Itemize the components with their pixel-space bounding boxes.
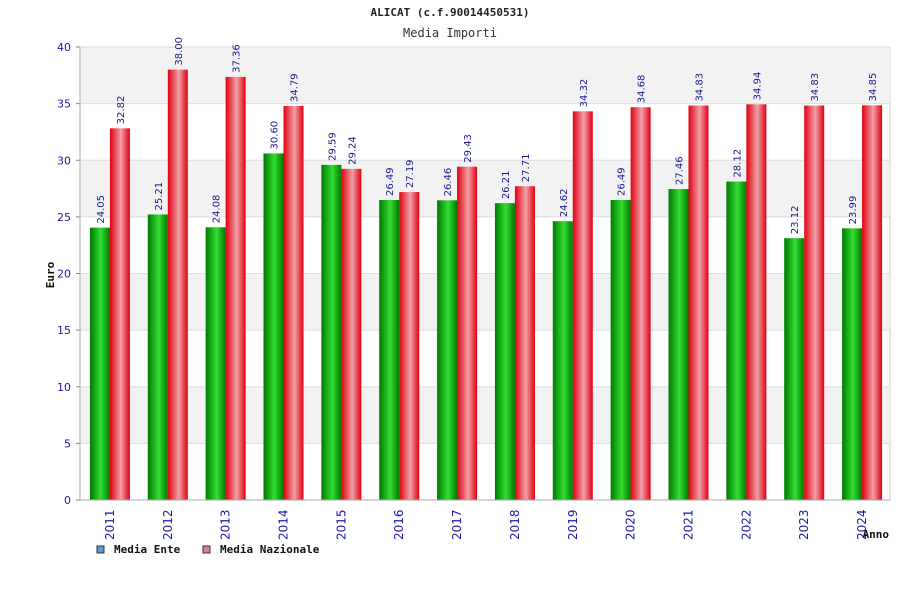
data-label: 34.79 — [290, 73, 301, 102]
bar-media-ente-2019 — [552, 221, 573, 500]
bar-media-ente-2013 — [205, 227, 226, 500]
bar-media-nazionale-2021 — [688, 105, 709, 501]
y-tick-label: 40 — [57, 41, 71, 54]
bar-media-nazionale-2020 — [630, 107, 651, 501]
bar-media-nazionale-2013 — [225, 76, 246, 500]
data-label: 23.12 — [790, 206, 801, 235]
data-label: 25.21 — [154, 182, 165, 211]
data-label: 23.99 — [848, 196, 859, 225]
x-tick-label: 2023 — [797, 509, 811, 540]
x-tick-label: 2016 — [392, 509, 406, 540]
x-tick-label: 2011 — [103, 509, 117, 540]
bar-media-ente-2022 — [726, 181, 747, 500]
data-label: 27.46 — [675, 156, 686, 185]
data-label: 29.24 — [347, 136, 358, 165]
data-label: 34.83 — [695, 73, 706, 102]
data-label: 26.49 — [617, 167, 628, 196]
data-label: 34.68 — [637, 75, 648, 104]
legend: Media Ente Media Nazionale — [96, 543, 320, 556]
bar-media-nazionale-2012 — [167, 69, 188, 501]
data-label: 29.43 — [463, 134, 474, 163]
bar-media-nazionale-2017 — [457, 166, 478, 500]
x-tick-label: 2013 — [219, 509, 233, 540]
x-axis: 2011 2012 2013 2014 2015 2016 2017 2018 2019 2020… — [80, 499, 890, 540]
bar-media-ente-2018 — [494, 203, 515, 500]
data-label: 34.94 — [752, 72, 763, 101]
bar-media-nazionale-2024 — [862, 105, 883, 500]
x-axis-label: Anno — [863, 528, 890, 541]
plot-band — [80, 386, 890, 444]
bar-media-nazionale-2023 — [804, 105, 825, 501]
data-label: 30.60 — [270, 121, 281, 150]
bar-media-nazionale-2019 — [572, 111, 593, 501]
y-tick-label: 25 — [57, 211, 71, 224]
data-label: 26.49 — [385, 167, 396, 196]
plot-band — [80, 160, 890, 217]
data-label: 32.82 — [116, 96, 127, 125]
data-label: 27.19 — [405, 159, 416, 188]
data-label: 26.21 — [501, 171, 512, 200]
data-labels: 24.05 32.82 25.21 38.00 24.08 37.36 30.60 34.79… — [96, 37, 879, 234]
data-label: 34.83 — [810, 73, 821, 102]
bars — [89, 69, 883, 501]
x-tick-label: 2024 — [855, 509, 869, 540]
data-label: 28.12 — [732, 149, 743, 178]
plot-band — [80, 47, 890, 104]
x-tick-label: 2014 — [277, 509, 291, 540]
y-tick-label: 5 — [64, 437, 71, 450]
bar-media-nazionale-2018 — [514, 186, 535, 500]
bar-media-ente-2023 — [784, 238, 805, 500]
data-label: 24.05 — [96, 195, 107, 224]
legend-label-media-nazionale: Media Nazionale — [220, 543, 320, 556]
y-axis-label: Euro — [44, 261, 57, 288]
bar-media-ente-2024 — [842, 228, 863, 501]
bar-media-ente-2016 — [379, 200, 400, 501]
bar-media-nazionale-2011 — [109, 128, 130, 500]
data-label: 37.36 — [232, 44, 243, 73]
chart-subtitle: Media Importi — [403, 26, 497, 40]
x-tick-label: 2015 — [334, 509, 348, 540]
bar-media-ente-2015 — [321, 164, 342, 500]
legend-swatch-media-nazionale — [202, 545, 211, 554]
data-label: 34.85 — [868, 73, 879, 102]
x-tick-label: 2020 — [624, 509, 638, 540]
y-tick-label: 0 — [64, 494, 71, 507]
bar-media-ente-2021 — [668, 189, 689, 500]
data-label: 34.32 — [579, 79, 590, 108]
plot-band — [80, 273, 890, 331]
bar-media-nazionale-2015 — [341, 168, 362, 500]
x-tick-label: 2012 — [161, 509, 175, 540]
data-label: 27.71 — [521, 154, 532, 183]
bar-media-ente-2017 — [437, 200, 458, 500]
data-label: 29.59 — [327, 132, 338, 161]
data-label: 24.08 — [212, 195, 223, 224]
x-tick-label: 2019 — [566, 509, 580, 540]
bar-media-nazionale-2014 — [283, 106, 304, 501]
y-tick-label: 30 — [57, 154, 71, 167]
x-tick-label: 2022 — [739, 509, 753, 540]
chart-title: ALICAT (c.f.90014450531) — [371, 6, 530, 19]
bar-media-ente-2014 — [263, 153, 284, 500]
x-tick-label: 2018 — [508, 509, 522, 540]
y-tick-label: 10 — [57, 381, 71, 394]
data-label: 24.62 — [559, 189, 570, 218]
y-tick-label: 20 — [57, 268, 71, 281]
bar-media-ente-2012 — [147, 214, 168, 500]
bar-media-ente-2020 — [610, 200, 631, 501]
legend-swatch-media-ente — [96, 545, 105, 554]
bar-media-ente-2011 — [89, 227, 110, 501]
y-tick-label: 15 — [57, 324, 71, 337]
x-tick-label: 2021 — [682, 509, 696, 540]
legend-label-media-ente: Media Ente — [114, 543, 181, 556]
x-tick-label: 2017 — [450, 509, 464, 540]
y-axis: 0 5 10 15 20 25 30 35 40 — [57, 41, 81, 507]
data-label: 38.00 — [174, 37, 185, 66]
bar-media-nazionale-2022 — [746, 104, 767, 500]
bar-media-nazionale-2016 — [399, 192, 420, 501]
y-tick-label: 35 — [57, 98, 71, 111]
data-label: 26.46 — [443, 168, 454, 197]
